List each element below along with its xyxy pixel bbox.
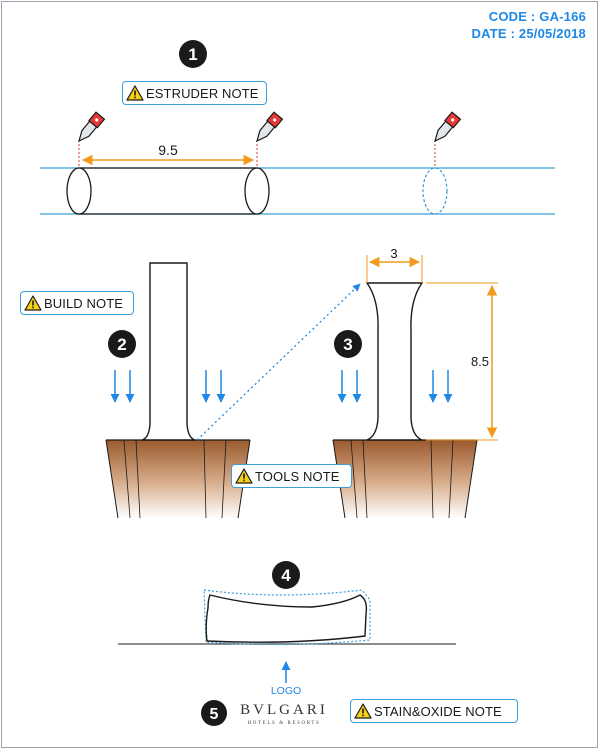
clay-segment [66, 167, 270, 215]
warning-icon [235, 468, 253, 484]
press-arrows-right [337, 370, 453, 403]
knife-icon [434, 111, 462, 143]
svg-text:3: 3 [390, 246, 397, 261]
estruder-note-label: ESTRUDER NOTE [146, 85, 259, 101]
svg-text:1: 1 [188, 45, 197, 64]
soil-base-right [332, 439, 478, 519]
build-note[interactable]: BUILD NOTE [20, 291, 134, 315]
warning-icon [24, 295, 42, 311]
dimension-cut-length: 9.5 [81, 142, 255, 166]
drying-outline [203, 589, 371, 646]
estruder-note[interactable]: ESTRUDER NOTE [122, 81, 267, 105]
clay-shaped-piece [365, 282, 424, 441]
stain-oxide-note-label: STAIN&OXIDE NOTE [374, 703, 502, 719]
step-1-badge: 1 [179, 40, 207, 68]
soil-base-left [105, 439, 251, 519]
knife-icon [256, 111, 284, 143]
stain-oxide-note[interactable]: STAIN&OXIDE NOTE [350, 699, 518, 723]
svg-text:9.5: 9.5 [158, 142, 178, 158]
tools-note-label: TOOLS NOTE [255, 468, 340, 484]
transition-arrow [196, 283, 361, 441]
next-cut-outline [422, 167, 448, 215]
press-arrows-left [110, 370, 226, 403]
step-5-badge: 5 [201, 700, 227, 726]
tools-note[interactable]: TOOLS NOTE [231, 464, 352, 488]
svg-text:5: 5 [210, 706, 219, 723]
knife-icon [78, 111, 106, 143]
dimension-top-width: 3 [366, 246, 423, 283]
step-2-badge: 2 [108, 330, 136, 358]
svg-text:2: 2 [117, 335, 126, 354]
svg-text:8.5: 8.5 [471, 354, 489, 369]
code-label: CODE : GA-166 [488, 9, 586, 24]
brand-logo: BVLGARI [240, 702, 328, 718]
step-4-badge: 4 [272, 561, 300, 589]
date-label: DATE : 25/05/2018 [471, 26, 586, 41]
svg-text:3: 3 [343, 335, 352, 354]
warning-icon [126, 85, 144, 101]
logo-label: LOGO [271, 685, 301, 697]
svg-text:4: 4 [281, 566, 291, 585]
warning-icon [354, 703, 372, 719]
brand-tagline: HOTELS & RESORTS [248, 721, 321, 726]
dried-piece [205, 594, 368, 643]
build-note-label: BUILD NOTE [44, 295, 124, 311]
clay-cylinder-upright [141, 262, 196, 441]
dimension-height: 8.5 [426, 282, 498, 441]
step-3-badge: 3 [334, 330, 362, 358]
